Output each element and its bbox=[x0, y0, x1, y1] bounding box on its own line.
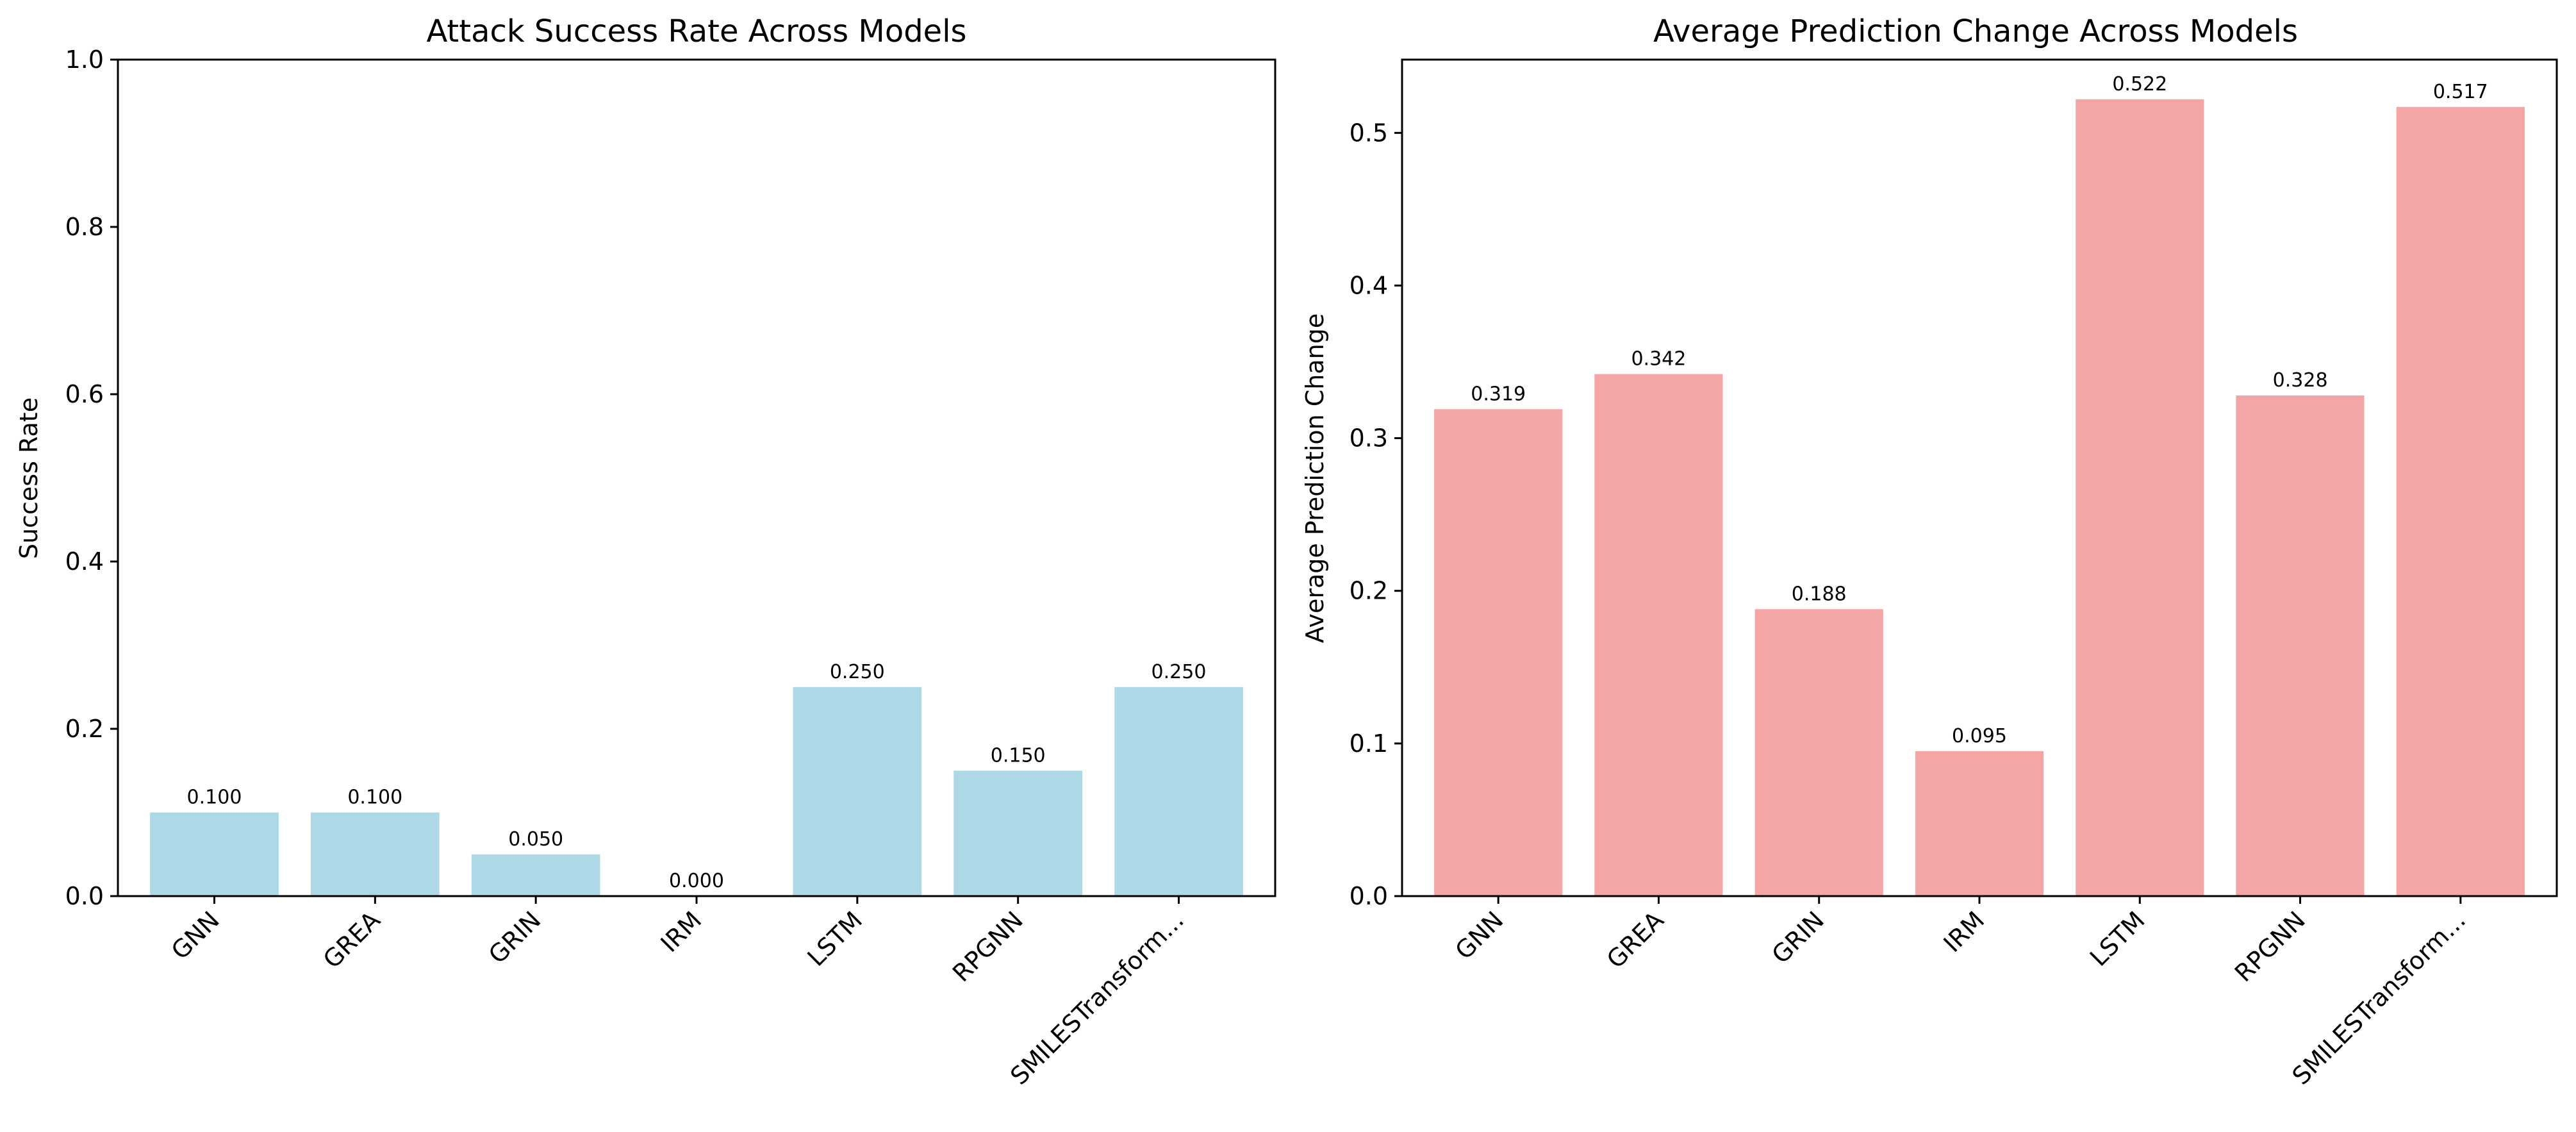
data-labels: 0.319 0.342 0.188 0.095 0.522 0.328 0.517 bbox=[1471, 73, 2488, 747]
bars bbox=[150, 687, 1243, 897]
plot-frame bbox=[117, 58, 1276, 897]
data-label: 0.100 bbox=[187, 787, 242, 809]
bar-rpgnn bbox=[954, 770, 1082, 897]
bar-gnn bbox=[1434, 409, 1563, 896]
x-tick-label: LSTM bbox=[2085, 906, 2151, 972]
data-labels: 0.100 0.100 0.050 0.000 0.250 0.150 0.250 bbox=[187, 661, 1207, 892]
x-tick-label: IRM bbox=[1938, 906, 1990, 958]
data-label: 0.188 bbox=[1792, 583, 1847, 605]
chart-title: Attack Success Rate Across Models bbox=[426, 13, 966, 49]
bar-lstm bbox=[793, 687, 922, 897]
chart-attack-success-rate: Attack Success Rate Across Models Succes… bbox=[15, 13, 1276, 1090]
x-tick-label: IRM bbox=[655, 906, 707, 958]
y-tick-label: 0.5 bbox=[1350, 119, 1388, 147]
bar-grin bbox=[471, 854, 600, 897]
x-tick-label: LSTM bbox=[802, 906, 868, 972]
chart-title: Average Prediction Change Across Models bbox=[1653, 13, 2298, 49]
y-tick-label: 0.4 bbox=[1350, 271, 1388, 299]
data-label: 0.095 bbox=[1952, 725, 2007, 747]
data-label: 0.517 bbox=[2433, 81, 2488, 103]
x-tick-label: SMILESTransform... bbox=[1005, 906, 1189, 1090]
data-label: 0.250 bbox=[830, 661, 885, 683]
data-label: 0.250 bbox=[1152, 661, 1207, 683]
data-label: 0.342 bbox=[1631, 348, 1686, 370]
y-tick-label: 0.0 bbox=[1350, 882, 1388, 910]
bar-smilestransform bbox=[2396, 106, 2525, 896]
y-tick-label: 0.1 bbox=[1350, 729, 1388, 758]
x-tick-label: GREA bbox=[318, 906, 386, 974]
x-tick-label: RPGNN bbox=[947, 906, 1028, 987]
chart-average-prediction-change: Average Prediction Change Across Models … bbox=[1301, 13, 2558, 1090]
y-ticks: 0.0 0.2 0.4 0.6 0.8 1.0 bbox=[65, 46, 118, 910]
x-tick-label: GNN bbox=[1449, 906, 1508, 965]
y-tick-label: 0.2 bbox=[65, 715, 104, 743]
x-tick-label: SMILESTransform... bbox=[2287, 906, 2472, 1090]
data-label: 0.050 bbox=[508, 828, 563, 851]
x-ticks: GNN GREA GRIN IRM LSTM RPGNNSMILESTransform..… bbox=[166, 896, 1189, 1090]
data-label: 0.522 bbox=[2112, 73, 2167, 96]
plot-frame bbox=[1401, 58, 2558, 897]
x-tick-label: RPGNN bbox=[2229, 906, 2311, 987]
x-tick-label: GRIN bbox=[483, 906, 547, 969]
y-tick-label: 0.3 bbox=[1350, 424, 1388, 453]
data-label: 0.150 bbox=[991, 744, 1046, 767]
bar-smilestransform bbox=[1114, 687, 1243, 897]
y-ticks: 0.0 0.1 0.2 0.3 0.4 0.5 bbox=[1350, 119, 1402, 910]
y-axis-label: Success Rate bbox=[15, 397, 43, 559]
bar-grin bbox=[1754, 609, 1883, 896]
bar-grea bbox=[311, 812, 440, 896]
bars bbox=[1434, 99, 2525, 896]
bar-irm bbox=[1915, 751, 2044, 896]
x-tick-label: GREA bbox=[1601, 906, 1669, 974]
y-tick-label: 0.8 bbox=[65, 213, 104, 241]
data-label: 0.328 bbox=[2273, 369, 2328, 392]
y-tick-label: 0.6 bbox=[65, 380, 104, 408]
y-tick-label: 0.2 bbox=[1350, 577, 1388, 605]
x-tick-label: GNN bbox=[166, 906, 225, 965]
y-axis-label: Average Prediction Change bbox=[1301, 313, 1329, 643]
x-tick-label: GRIN bbox=[1766, 906, 1829, 969]
data-label: 0.319 bbox=[1471, 383, 1526, 405]
y-tick-label: 0.4 bbox=[65, 547, 104, 576]
bar-lstm bbox=[2076, 99, 2204, 896]
y-tick-label: 1.0 bbox=[65, 46, 104, 74]
bar-grea bbox=[1594, 374, 1723, 896]
bar-gnn bbox=[150, 812, 279, 896]
y-tick-label: 0.0 bbox=[65, 882, 104, 910]
x-ticks: GNN GREA GRIN IRM LSTM RPGNNSMILESTransform..… bbox=[1449, 896, 2471, 1090]
data-label: 0.000 bbox=[669, 870, 724, 892]
bar-rpgnn bbox=[2236, 395, 2365, 896]
data-label: 0.100 bbox=[347, 787, 402, 809]
